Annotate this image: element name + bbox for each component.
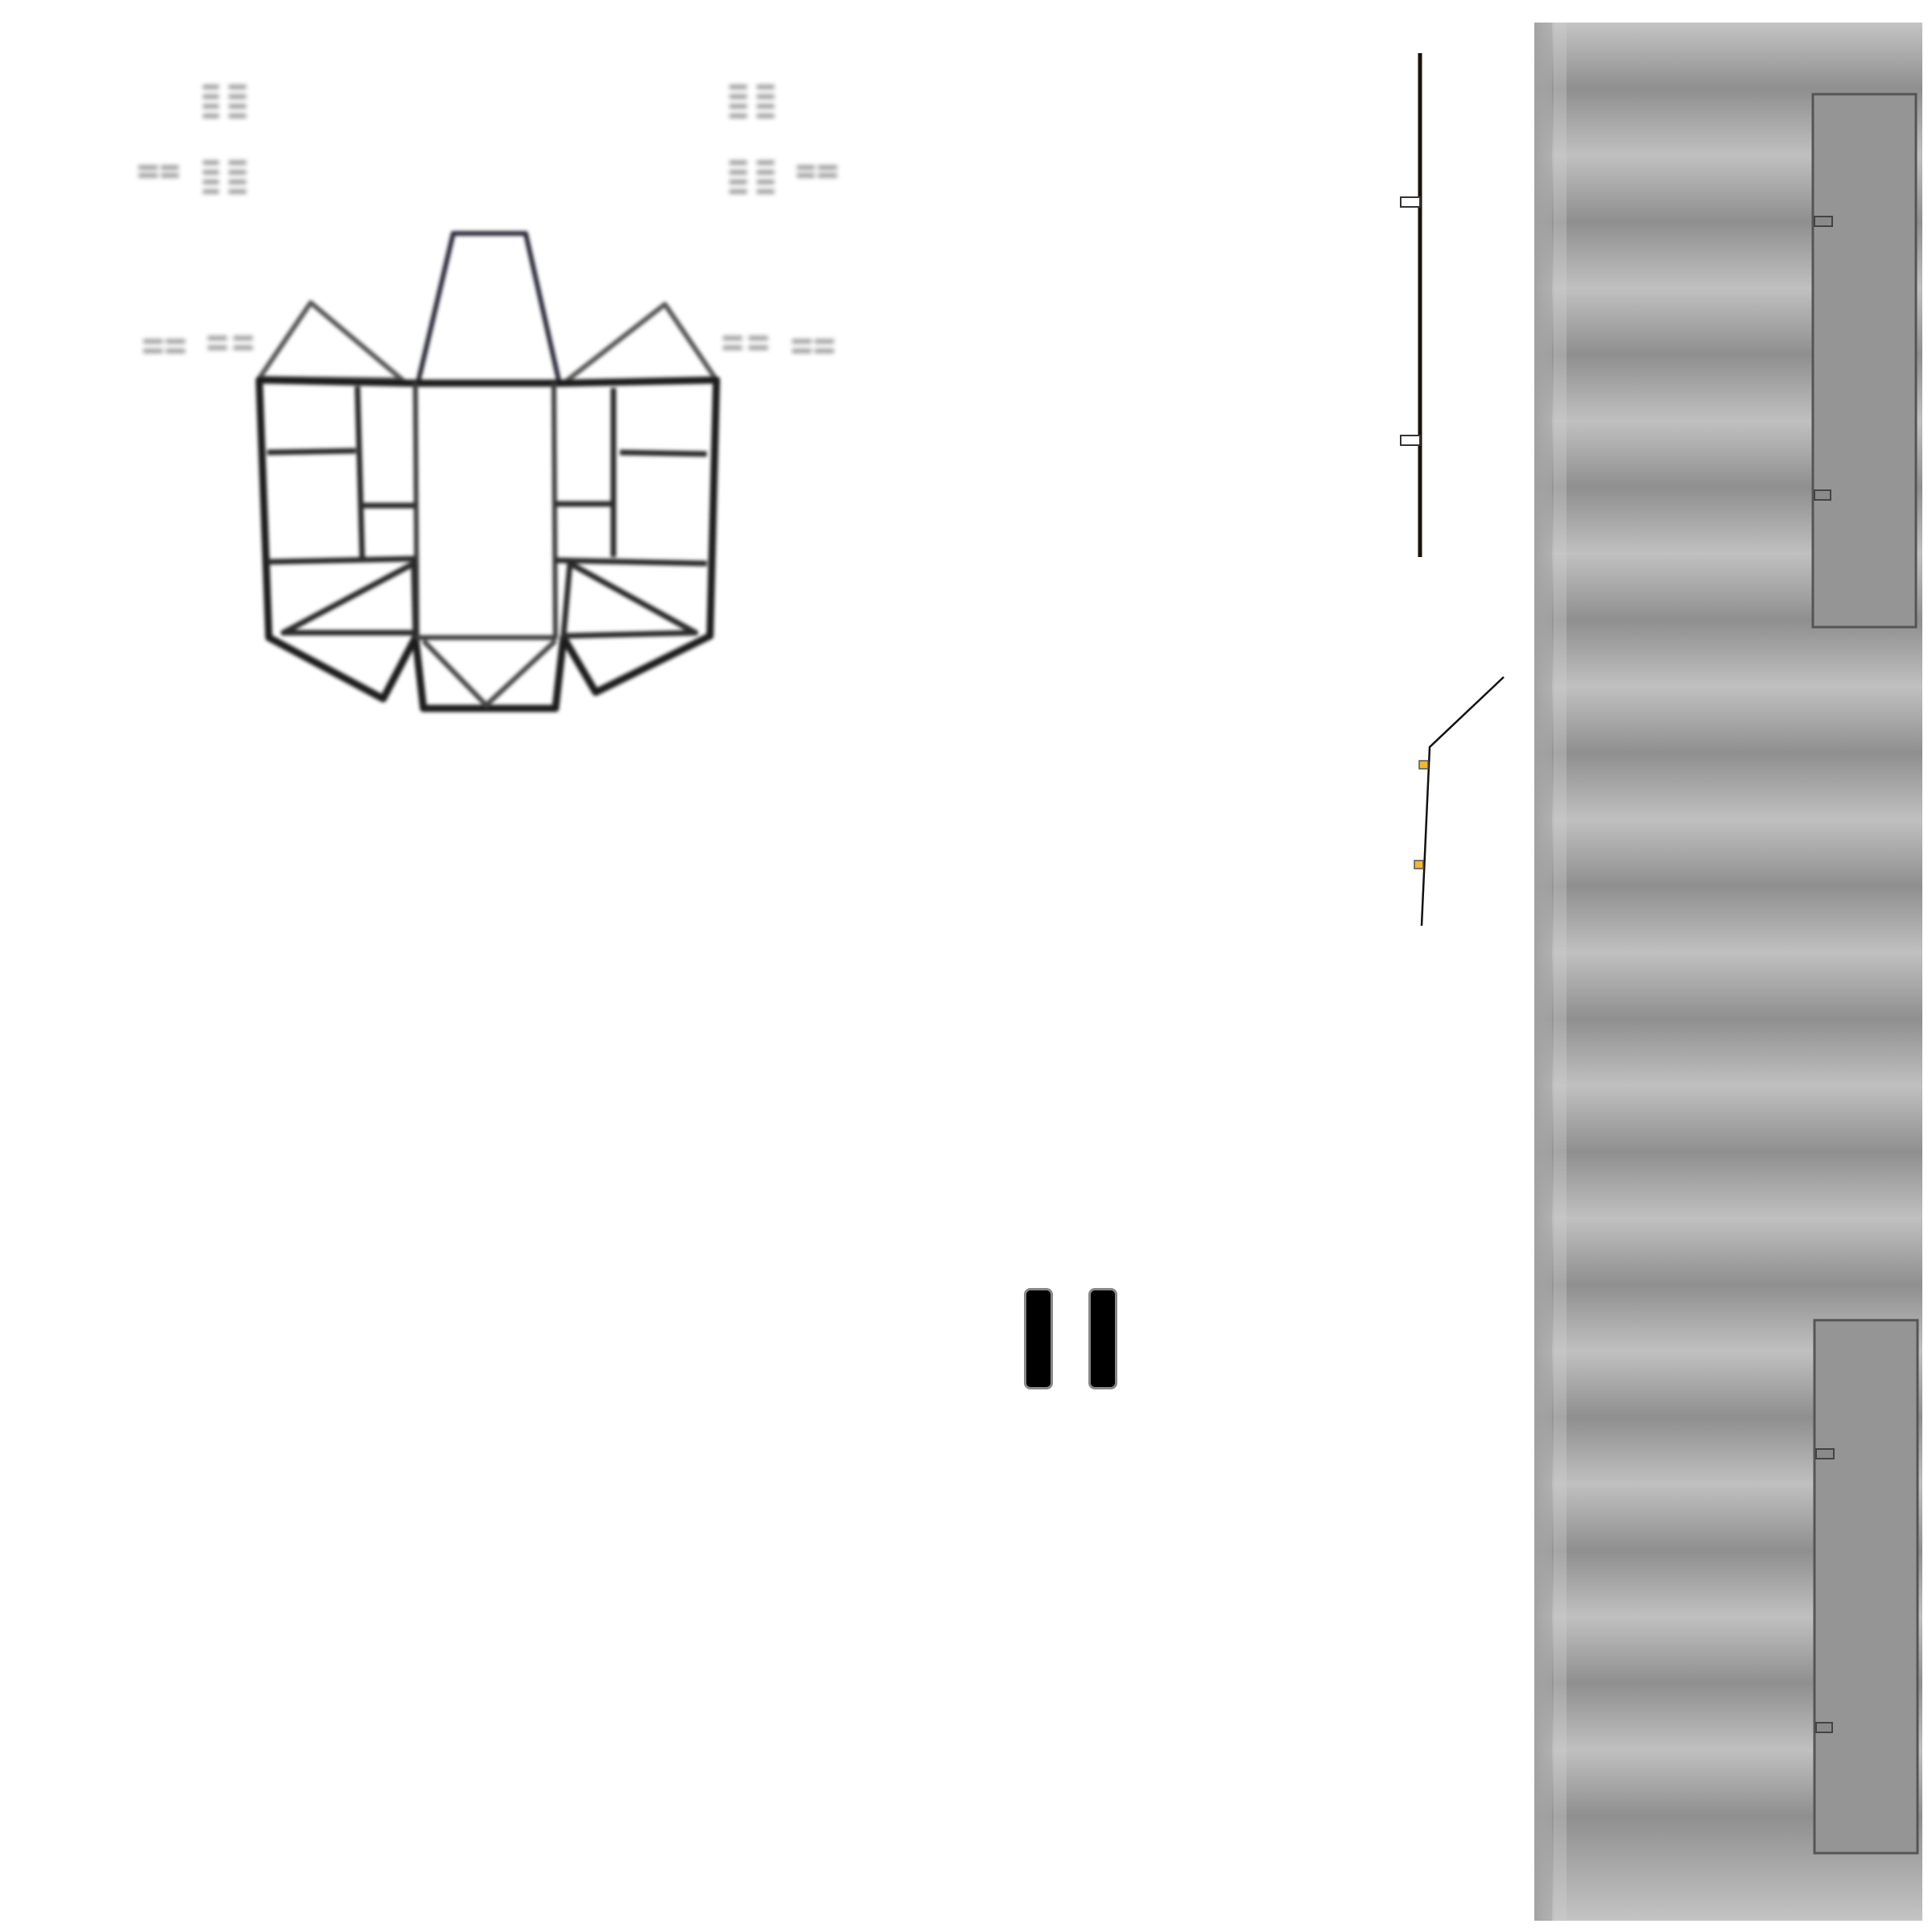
ship-left-fin — [257, 300, 405, 382]
ghost-markers — [138, 85, 837, 353]
pause-bar-left — [1024, 1288, 1053, 1389]
hinge-marker-bottom — [1414, 860, 1424, 869]
door-rail-hinge-top — [1400, 196, 1421, 208]
ship-sprite — [255, 231, 720, 712]
ghost-marker-mid-right — [723, 336, 834, 353]
ship-right-pods — [555, 388, 708, 567]
wall-panel-bottom-hinge-2 — [1815, 1722, 1833, 1733]
hinged-arm-sprite — [1414, 676, 1505, 927]
ghost-marker-top-right-stack — [729, 85, 837, 194]
wall-panel-bottom-hinge-1 — [1815, 1448, 1835, 1459]
wall-panel-top-hinge-2 — [1814, 489, 1831, 501]
ship-right-wedge — [560, 560, 699, 639]
ship-hull — [255, 376, 720, 712]
wall-panel-top-hinge-1 — [1814, 216, 1833, 227]
ghost-marker-top-left-stack — [138, 85, 246, 194]
ship-left-wedge — [280, 560, 419, 636]
ship-thrusters — [421, 638, 558, 708]
wall-panel-bottom — [1813, 1319, 1919, 1855]
pause-button[interactable] — [1016, 1285, 1129, 1397]
pause-bar-right — [1088, 1288, 1117, 1389]
ghost-marker-mid-left — [143, 336, 253, 353]
ship-left-pods — [266, 386, 416, 565]
ship-right-fin — [561, 302, 719, 386]
hinge-marker-top — [1418, 760, 1429, 770]
wall-panel-top — [1811, 93, 1918, 629]
door-rail-sprite — [1400, 53, 1422, 557]
ship-nose — [416, 231, 561, 381]
ship-core — [413, 382, 558, 640]
door-rail-hinge-bottom — [1400, 435, 1421, 446]
